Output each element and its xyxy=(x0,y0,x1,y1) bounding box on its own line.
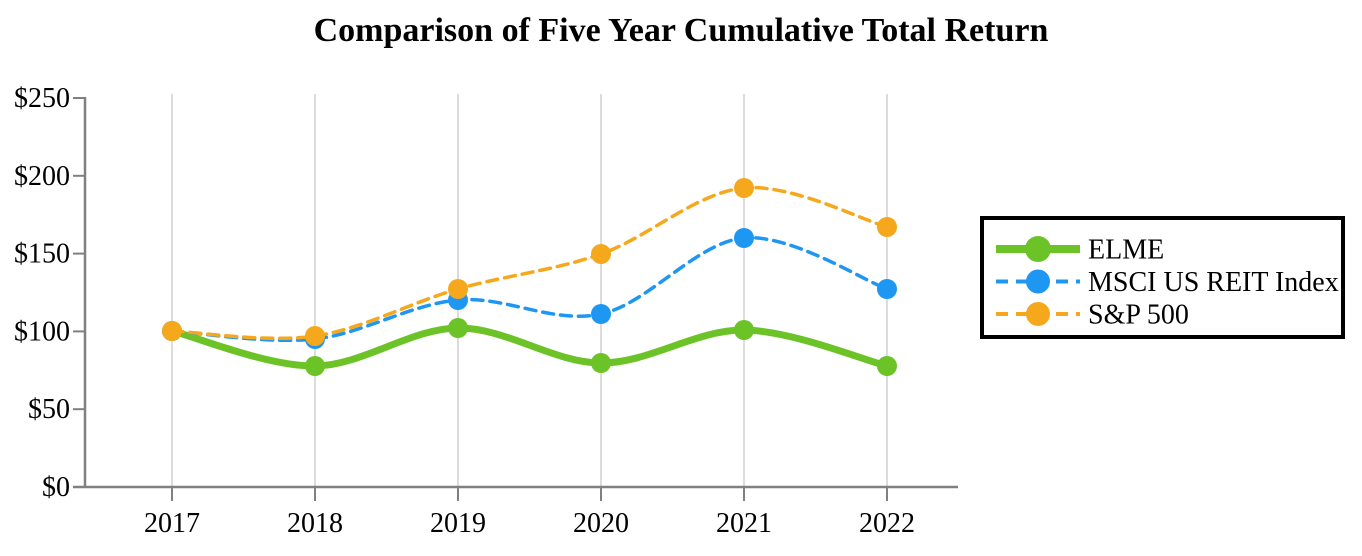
series-line-s-p-500 xyxy=(170,185,889,341)
x-tick-label: 2022 xyxy=(859,508,915,539)
data-point-s-p-500 xyxy=(162,321,182,341)
data-point-msci-us-reit-index xyxy=(734,228,754,248)
data-point-elme xyxy=(591,353,611,373)
legend-marker xyxy=(1026,269,1050,294)
data-point-s-p-500 xyxy=(877,217,897,237)
x-tick-label: 2021 xyxy=(716,508,772,539)
data-point-elme xyxy=(877,356,897,376)
y-tick-label: $250 xyxy=(14,83,70,114)
legend-label: MSCI US REIT Index xyxy=(1088,267,1339,298)
data-point-s-p-500 xyxy=(734,178,754,198)
y-tick-label: $100 xyxy=(14,316,70,347)
legend-label: S&P 500 xyxy=(1088,300,1189,331)
y-tick-label: $0 xyxy=(42,472,70,503)
data-point-s-p-500 xyxy=(591,244,611,264)
data-point-elme xyxy=(734,320,754,340)
data-point-msci-us-reit-index xyxy=(877,279,897,299)
x-tick-label: 2020 xyxy=(573,508,629,539)
y-tick-label: $50 xyxy=(28,394,70,425)
chart-title: Comparison of Five Year Cumulative Total… xyxy=(313,12,1049,49)
y-tick-label: $150 xyxy=(14,239,70,270)
x-tick-label: 2018 xyxy=(287,508,343,539)
legend-marker xyxy=(1025,236,1051,262)
data-point-elme xyxy=(448,318,468,338)
y-tick-label: $200 xyxy=(14,161,70,192)
data-point-elme xyxy=(305,356,325,376)
legend-item-elme: ELME xyxy=(996,235,1164,266)
legend-marker xyxy=(1026,302,1050,326)
legend-item-msci-us-reit-index: MSCI US REIT Index xyxy=(996,267,1339,298)
series-line-msci-us-reit-index xyxy=(170,236,889,343)
legend-item-s-p-500: S&P 500 xyxy=(996,300,1189,331)
x-tick-label: 2017 xyxy=(144,508,200,539)
data-point-msci-us-reit-index xyxy=(591,304,611,324)
x-tick-label: 2019 xyxy=(430,508,486,539)
legend-label: ELME xyxy=(1088,235,1164,266)
series-line-elme xyxy=(168,324,891,370)
data-point-s-p-500 xyxy=(305,326,325,346)
data-point-s-p-500 xyxy=(448,279,468,299)
